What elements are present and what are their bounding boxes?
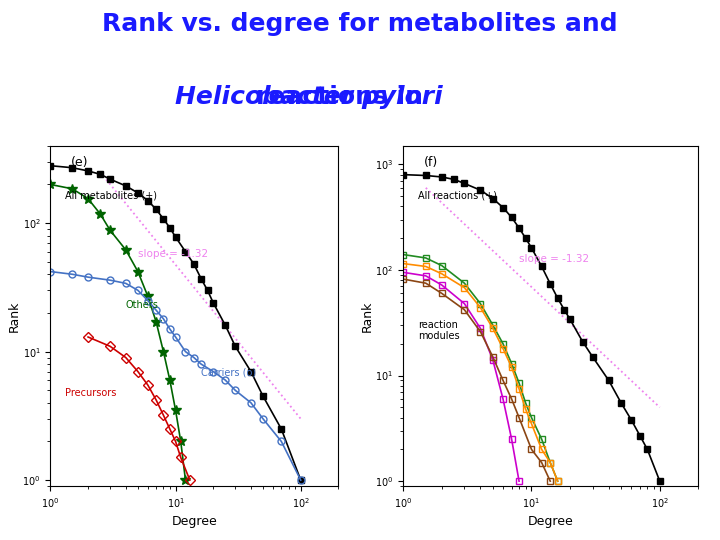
- Text: All reactions (+): All reactions (+): [418, 190, 497, 200]
- Y-axis label: Rank: Rank: [8, 300, 21, 332]
- Text: All metabolites (+): All metabolites (+): [65, 191, 157, 201]
- Text: reactions in: reactions in: [256, 85, 431, 110]
- Text: Carriers (o): Carriers (o): [201, 368, 256, 377]
- Text: reaction
modules: reaction modules: [418, 320, 459, 341]
- Text: Helicobacter pylori: Helicobacter pylori: [175, 85, 443, 110]
- Text: Rank vs. degree for metabolites and: Rank vs. degree for metabolites and: [102, 12, 618, 36]
- Text: (f): (f): [424, 156, 438, 169]
- Text: Others: Others: [126, 300, 158, 309]
- Text: (e): (e): [71, 156, 88, 169]
- Text: Precursors: Precursors: [65, 388, 116, 398]
- Y-axis label: Rank: Rank: [361, 300, 374, 332]
- X-axis label: Degree: Degree: [528, 515, 574, 528]
- X-axis label: Degree: Degree: [171, 515, 217, 528]
- Text: slope = -1.32: slope = -1.32: [138, 248, 208, 259]
- Text: slope = -1.32: slope = -1.32: [519, 254, 589, 264]
